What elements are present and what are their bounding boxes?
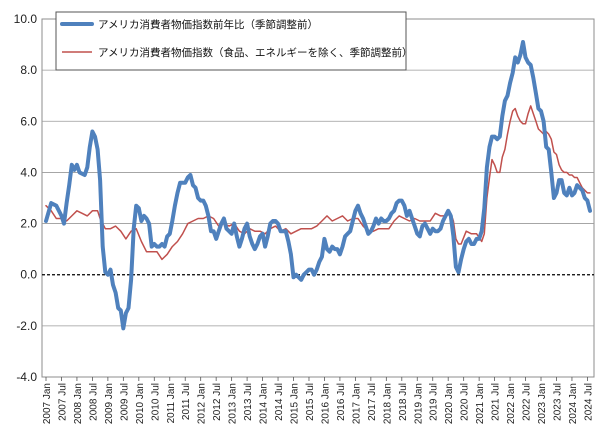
x-tick-label: 2020 Jul: [460, 383, 471, 421]
x-tick-label: 2011 Jul: [181, 383, 192, 420]
x-tick-label: 2022 Jan: [506, 383, 517, 424]
x-tick-label: 2012 Jul: [212, 383, 223, 421]
x-tick-label: 2012 Jan: [197, 383, 208, 424]
x-tick-label: 2021 Jan: [475, 383, 486, 424]
x-tick-label: 2015 Jul: [305, 383, 316, 421]
plot-area: [41, 18, 595, 378]
y-tick-label: 10.0: [14, 12, 38, 26]
x-tick-label: 2019 Jan: [413, 383, 424, 424]
x-tick-label: 2008 Jan: [73, 383, 84, 424]
x-tick-label: 2023 Jan: [537, 383, 548, 424]
x-tick-label: 2010 Jan: [135, 383, 146, 424]
y-tick-label: 6.0: [20, 114, 37, 128]
x-tick-label: 2013 Jul: [243, 383, 254, 421]
x-tick-label: 2016 Jul: [336, 383, 347, 421]
legend-label-core-cpi: アメリカ消費者物価指数（食品、エネルギーを除く、季節調整前）: [98, 46, 412, 59]
x-tick-label: 2018 Jul: [398, 383, 409, 421]
x-tick-label: 2014 Jan: [259, 383, 270, 424]
x-tick-label: 2024 Jan: [568, 383, 579, 424]
y-tick-label: 0.0: [20, 268, 37, 282]
legend: アメリカ消費者物価指数前年比（季節調整前） アメリカ消費者物価指数（食品、エネル…: [55, 11, 412, 71]
x-tick-label: 2019 Jul: [429, 383, 440, 421]
series-line-cpi: [44, 40, 592, 331]
x-tick-label: 2008 Jul: [88, 383, 99, 421]
x-tick-label: 2013 Jan: [228, 383, 239, 424]
y-tick-label: 2.0: [20, 217, 37, 231]
series-layer: [44, 40, 592, 331]
y-tick-label: 4.0: [20, 165, 37, 179]
x-tick-label: 2014 Jul: [274, 383, 285, 421]
x-tick-label: 2021 Jul: [491, 383, 502, 421]
x-tick-label: 2020 Jan: [444, 383, 455, 424]
legend-box: [55, 11, 407, 71]
x-tick-label: 2015 Jan: [290, 383, 301, 424]
x-tick-label: 2017 Jan: [351, 383, 362, 424]
x-tick-label: 2010 Jul: [150, 383, 161, 421]
series-line-core-cpi: [45, 105, 591, 261]
x-tick-label: 2009 Jan: [104, 383, 115, 424]
x-tick-label: 2011 Jan: [166, 383, 177, 423]
x-tick-label: 2017 Jul: [367, 383, 378, 421]
y-tick-label: 8.0: [20, 63, 37, 77]
x-tick-label: 2007 Jan: [42, 383, 53, 424]
y-tick-label: -2.0: [16, 319, 37, 333]
x-tick-labels: 2007 Jan 2007 Jul 2008 Jan 2008 Jul 2009 Jan…: [42, 377, 594, 424]
x-tick-label: 2022 Jul: [522, 383, 533, 421]
y-tick-label: -4.0: [16, 370, 37, 384]
y-tick-labels: 10.0 8.0 6.0 4.0 2.0 0.0 -2.0 -4.0: [14, 12, 38, 384]
x-tick-label: 2023 Jul: [552, 383, 563, 421]
x-tick-label: 2007 Jul: [57, 383, 68, 421]
x-tick-label: 2024 Jul: [583, 383, 594, 421]
x-tick-label: 2018 Jan: [382, 383, 393, 424]
legend-label-cpi: アメリカ消費者物価指数前年比（季節調整前）: [98, 18, 318, 31]
x-tick-label: 2009 Jul: [119, 383, 130, 421]
x-tick-label: 2016 Jan: [320, 383, 331, 424]
